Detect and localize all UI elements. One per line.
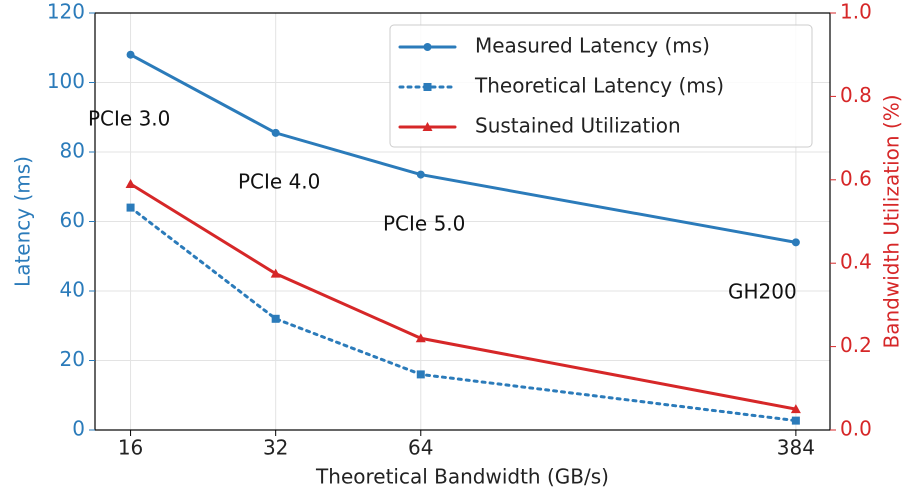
x-tick-label: 64 [408,436,433,460]
y2-tick-label: 1.0 [840,0,872,24]
legend-label: Sustained Utilization [475,114,681,138]
point [423,43,432,51]
point [415,333,426,343]
x-tick-label: 384 [777,436,815,460]
annotation: PCIe 5.0 [383,212,465,236]
y2-tick-label: 0.0 [840,417,872,441]
point [422,122,433,131]
point [416,370,425,379]
point [126,50,135,59]
legend-label: Theoretical Latency (ms) [474,74,724,98]
y-tick-label: 120 [47,0,85,24]
point [791,238,800,247]
point [271,128,280,137]
y2-axis-label: Bandwidth Utilization (%) [880,94,904,348]
y-tick-label: 0 [72,417,85,441]
legend-box [389,24,813,148]
y2-tick-label: 0.2 [840,333,872,357]
y-axis-label: Latency (ms) [11,156,35,287]
y-tick-label: 100 [47,69,85,93]
annotation: PCIe 3.0 [88,107,170,131]
point [790,404,801,414]
y-tick-label: 40 [60,278,85,302]
y-tick-label: 80 [60,139,85,163]
x-axis-label: Theoretical Bandwidth (GB/s) [315,465,609,489]
point [125,178,136,188]
plot-layer: PCIe 3.0 PCIe 4.0 PCIe 5.0 GH200 [88,50,801,425]
point [791,416,800,425]
annotation: GH200 [728,280,797,304]
y2-tick-label: 0.4 [840,250,872,274]
point [416,170,425,179]
series-line [129,53,798,244]
point [126,203,135,212]
x-tick-label: 16 [118,436,143,460]
axes-layer: 16 32 64 384 0 20 40 60 80 100 120 0.0 0.2 0.4 0.6 0.8 1… [11,0,904,489]
x-tick-label: 32 [263,436,288,460]
y2-tick-label: 0.6 [840,166,872,190]
y2-tick-label: 0.8 [840,83,872,107]
series-line [129,182,798,411]
legend-label: Measured Latency (ms) [475,34,710,58]
point [271,314,280,323]
point [270,268,281,278]
series-line [129,206,798,423]
annotation: PCIe 4.0 [238,170,320,194]
y-tick-label: 20 [60,347,85,371]
legend: Measured Latency (ms) Theoretical Latency… [389,24,813,148]
y-tick-label: 60 [60,208,85,232]
point [423,83,432,91]
